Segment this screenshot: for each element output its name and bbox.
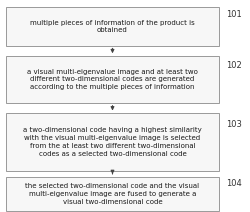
FancyBboxPatch shape <box>6 113 219 171</box>
FancyBboxPatch shape <box>6 7 219 46</box>
FancyBboxPatch shape <box>6 177 219 211</box>
Text: 104: 104 <box>226 179 242 188</box>
Text: a two-dimensional code having a highest similarity
with the visual multi-eigenva: a two-dimensional code having a highest … <box>23 127 202 157</box>
Text: 103: 103 <box>226 120 242 129</box>
Text: 101: 101 <box>226 10 242 20</box>
Text: the selected two-dimensional code and the visual
multi-eigenvalue image are fuse: the selected two-dimensional code and th… <box>26 183 200 205</box>
Text: 102: 102 <box>226 61 242 70</box>
FancyBboxPatch shape <box>6 56 219 103</box>
Text: multiple pieces of information of the product is
obtained: multiple pieces of information of the pr… <box>30 20 195 33</box>
Text: a visual multi-eigenvalue image and at least two
different two-dimensional codes: a visual multi-eigenvalue image and at l… <box>27 69 198 90</box>
